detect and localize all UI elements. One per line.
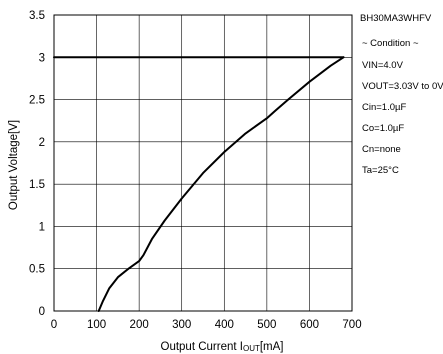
chart-grid bbox=[53, 14, 353, 312]
x-tick-label-2: 200 bbox=[130, 319, 149, 331]
x-tick-label-6: 600 bbox=[300, 319, 319, 331]
x-axis-label: Output Current IOUT[mA] bbox=[161, 341, 284, 353]
y-tick-label-0: 0 bbox=[39, 306, 45, 318]
annotation-condition: ~ Condition ~ bbox=[362, 38, 419, 49]
x-axis-label-main: Output Current I bbox=[161, 341, 243, 353]
x-tick-label-3: 300 bbox=[172, 319, 191, 331]
annotation-part-number: BH30MA3WHFV bbox=[360, 13, 432, 24]
annotation-ta: Ta=25°C bbox=[362, 165, 399, 176]
y-tick-label-6: 3 bbox=[39, 52, 45, 64]
x-axis-label-unit: [mA] bbox=[260, 341, 284, 353]
annotation-cn: Cn=none bbox=[362, 144, 401, 155]
x-tick-label-7: 700 bbox=[342, 319, 361, 331]
plot-frame bbox=[53, 14, 353, 312]
annotation-cin: Cin=1.0µF bbox=[362, 102, 406, 113]
y-tick-label-7: 3.5 bbox=[29, 10, 45, 22]
x-tick-label-1: 100 bbox=[87, 319, 106, 331]
y-tick-label-2: 1 bbox=[39, 221, 45, 233]
x-tick-label-0: 0 bbox=[51, 319, 57, 331]
y-tick-label-3: 1.5 bbox=[29, 179, 45, 191]
y-tick-labels: 0 0.5 1 1.5 2 2.5 3 3.5 bbox=[29, 10, 45, 318]
series-line-0 bbox=[97, 56, 345, 312]
annotation-co: Co=1.0µF bbox=[362, 123, 404, 134]
y-axis-label: Output Voltage[V] bbox=[8, 120, 20, 210]
annotation-vout: VOUT=3.03V to 0V bbox=[362, 81, 443, 92]
x-axis-label-subscript: OUT bbox=[243, 344, 260, 353]
y-tick-label-4: 2 bbox=[39, 137, 45, 149]
y-tick-label-5: 2.5 bbox=[29, 95, 45, 107]
y-tick-label-1: 0.5 bbox=[29, 264, 45, 276]
x-tick-labels: 0 100 200 300 400 500 600 700 bbox=[51, 319, 362, 331]
x-tick-label-5: 500 bbox=[257, 319, 276, 331]
x-tick-label-4: 400 bbox=[215, 319, 234, 331]
condition-annotations: BH30MA3WHFV ~ Condition ~ VIN=4.0V VOUT=… bbox=[360, 13, 443, 176]
annotation-vin: VIN=4.0V bbox=[362, 60, 404, 71]
series-layer bbox=[53, 56, 345, 312]
